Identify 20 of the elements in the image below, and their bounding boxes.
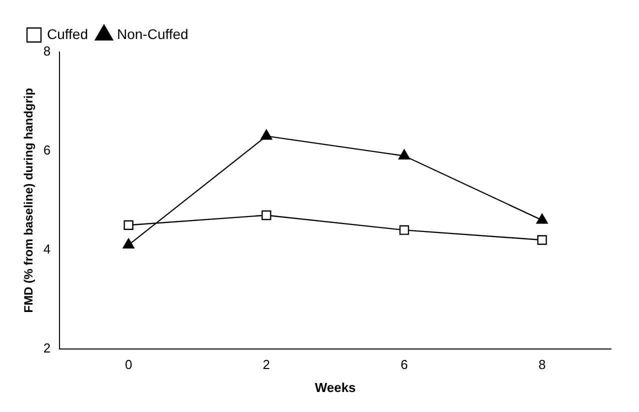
legend-label: Non-Cuffed (116, 26, 188, 42)
y-axis-title: FMD (% from baseline) during handgrip (22, 88, 36, 313)
point (262, 210, 272, 220)
legend-label: Cuffed (47, 26, 88, 42)
point (399, 225, 410, 235)
x-tick-label: 2 (262, 357, 270, 372)
y-tick-label: 4 (43, 241, 51, 256)
x-tick-label: 0 (124, 357, 132, 372)
point (536, 214, 548, 224)
point (537, 235, 547, 245)
point (124, 220, 134, 230)
y-tick-label: 8 (43, 44, 51, 59)
y-tick-label: 2 (43, 340, 51, 356)
point (398, 149, 410, 160)
point (122, 238, 134, 249)
y-tick-label: 6 (43, 142, 51, 158)
x-tick-label: 8 (538, 357, 546, 372)
x-tick-label: 6 (400, 357, 408, 372)
x-axis-title: Weeks (314, 380, 356, 395)
point (260, 129, 272, 140)
